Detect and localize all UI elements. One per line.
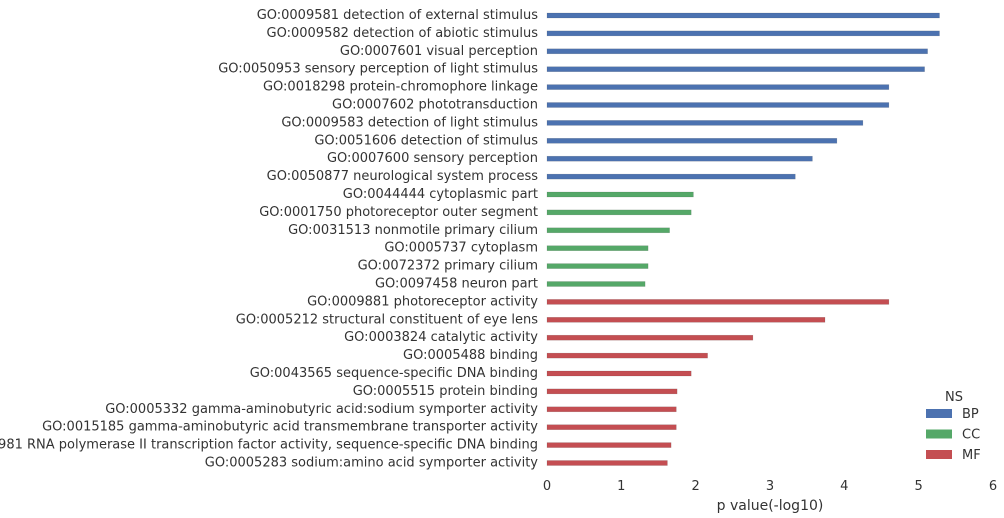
- category-label-24: GO:0000981 RNA polymerase II transcripti…: [0, 438, 538, 453]
- x-tick-label-1: 1: [617, 479, 625, 494]
- category-label-19: GO:0005488 binding: [403, 348, 538, 363]
- bar-23: [546, 424, 677, 430]
- category-label-22: GO:0005332 gamma-aminobutyric acid:sodiu…: [105, 402, 538, 417]
- x-tick-label-6: 6: [989, 479, 997, 494]
- category-label-5: GO:0007602 phototransduction: [332, 98, 538, 113]
- category-label-16: GO:0009881 photoreceptor activity: [307, 294, 538, 309]
- bar-16: [546, 299, 890, 305]
- bar-25: [546, 460, 668, 466]
- bar-3: [546, 66, 925, 72]
- category-label-10: GO:0044444 cytoplasmic part: [343, 187, 538, 202]
- bar-1: [546, 30, 940, 37]
- legend-label-bp: BP: [962, 407, 979, 422]
- category-label-13: GO:0005737 cytoplasm: [384, 241, 538, 256]
- category-label-11: GO:0001750 photoreceptor outer segment: [259, 205, 538, 220]
- bar-19: [546, 352, 708, 359]
- x-tick-label-4: 4: [840, 479, 848, 494]
- legend-swatch-mf: [926, 450, 952, 459]
- category-label-23: GO:0015185 gamma-aminobutyric acid trans…: [42, 420, 538, 435]
- category-label-6: GO:0009583 detection of light stimulus: [281, 115, 538, 130]
- bar-10: [546, 191, 694, 198]
- legend-label-mf: MF: [962, 448, 981, 463]
- category-label-25: GO:0005283 sodium:amino acid symporter a…: [205, 456, 539, 471]
- category-label-14: GO:0072372 primary cilium: [358, 259, 538, 274]
- category-label-12: GO:0031513 nonmotile primary cilium: [288, 223, 538, 238]
- category-label-4: GO:0018298 protein-chromophore linkage: [263, 80, 538, 95]
- legend-label-cc: CC: [962, 428, 980, 443]
- legend-swatch-bp: [926, 409, 952, 418]
- bar-2: [546, 48, 928, 55]
- x-tick-label-5: 5: [915, 479, 923, 494]
- category-label-3: GO:0050953 sensory perception of light s…: [218, 62, 538, 77]
- bar-22: [546, 406, 677, 413]
- bar-14: [546, 263, 649, 269]
- bar-17: [546, 317, 826, 323]
- legend-title: NS: [945, 390, 963, 405]
- bar-18: [546, 334, 754, 341]
- x-tick-label-2: 2: [692, 479, 700, 494]
- category-label-8: GO:0007600 sensory perception: [327, 151, 538, 166]
- category-label-20: GO:0043565 sequence-specific DNA binding: [250, 366, 538, 381]
- bar-8: [546, 155, 813, 162]
- bar-13: [546, 245, 649, 251]
- category-label-7: GO:0051606 detection of stimulus: [314, 133, 538, 148]
- category-label-15: GO:0097458 neuron part: [375, 277, 538, 292]
- bar-4: [546, 84, 890, 90]
- bar-11: [546, 209, 692, 216]
- x-tick-label-0: 0: [543, 479, 551, 494]
- category-label-21: GO:0005515 protein binding: [353, 384, 538, 399]
- bar-20: [546, 370, 692, 377]
- bar-9: [546, 173, 796, 180]
- category-label-18: GO:0003824 catalytic activity: [344, 330, 538, 345]
- bar-21: [546, 388, 678, 395]
- x-tick-label-3: 3: [766, 479, 774, 494]
- bars-group: [546, 12, 940, 466]
- bar-24: [546, 442, 672, 448]
- category-label-1: GO:0009582 detection of abiotic stimulus: [267, 26, 539, 41]
- x-tick-labels-group: 0 1 2 3 4 5 6: [543, 479, 997, 494]
- bar-5: [546, 102, 890, 108]
- category-label-0: GO:0009581 detection of external stimulu…: [257, 8, 539, 23]
- x-axis-title: p value(-log10): [717, 498, 824, 514]
- bar-15: [546, 281, 646, 287]
- bar-6: [546, 120, 864, 126]
- legend-entries: BP CC MF: [926, 407, 981, 463]
- legend-swatch-cc: [926, 429, 952, 439]
- legend: NS BP CC MF: [926, 390, 981, 463]
- bar-0: [546, 12, 940, 19]
- category-label-9: GO:0050877 neurological system process: [267, 169, 539, 184]
- bar-12: [546, 227, 670, 234]
- bar-7: [546, 138, 838, 144]
- category-labels-group: GO:0009581 detection of external stimulu…: [0, 8, 538, 471]
- category-label-2: GO:0007601 visual perception: [340, 44, 538, 59]
- category-label-17: GO:0005212 structural constituent of eye…: [236, 312, 538, 327]
